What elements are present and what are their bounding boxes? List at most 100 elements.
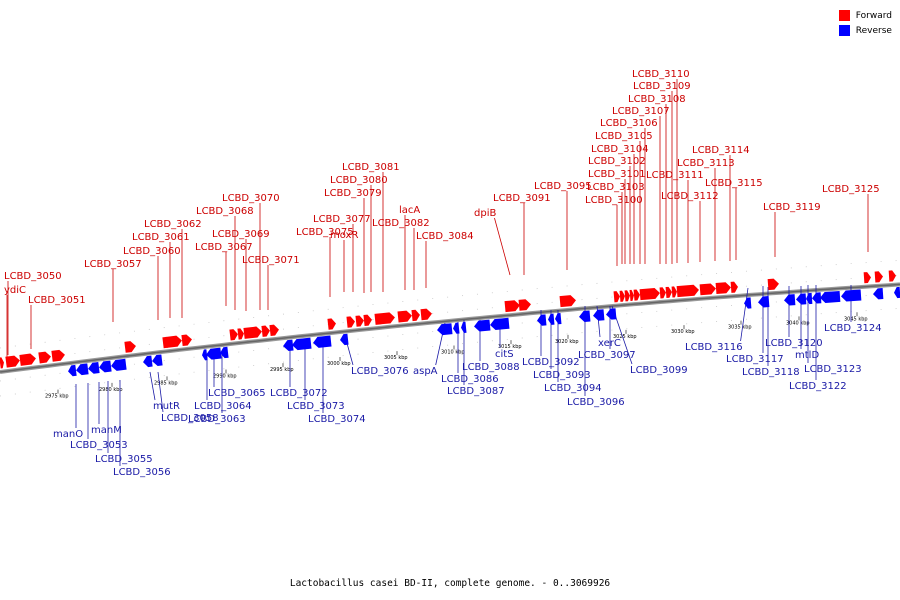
forward-gene[interactable] [665, 286, 673, 299]
forward-gene[interactable] [504, 300, 521, 313]
reverse-gene[interactable] [537, 314, 547, 326]
reverse-gene[interactable] [142, 355, 153, 368]
reverse-gene-label: LCBD_3056 [113, 467, 171, 478]
forward-gene[interactable] [51, 349, 65, 362]
forward-gene-label: LCBD_3100 [585, 195, 643, 206]
forward-gene[interactable] [411, 309, 420, 322]
forward-gene[interactable] [165, 335, 182, 348]
forward-gene[interactable] [613, 291, 621, 303]
forward-gene[interactable] [676, 284, 700, 298]
reverse-gene[interactable] [758, 296, 770, 308]
reverse-gene[interactable] [75, 363, 89, 376]
forward-gene[interactable] [888, 270, 897, 282]
forward-gene[interactable] [699, 283, 717, 296]
reverse-gene-label: LCBD_3063 [188, 414, 246, 425]
reverse-gene[interactable] [474, 319, 491, 332]
forward-gene[interactable] [327, 318, 336, 330]
reverse-gene[interactable] [205, 347, 222, 361]
reverse-gene[interactable] [593, 309, 605, 321]
reverse-gene[interactable] [452, 322, 460, 335]
forward-gene[interactable] [629, 289, 635, 302]
reverse-gene[interactable] [282, 339, 294, 352]
reverse-gene[interactable] [219, 346, 229, 359]
forward-gene[interactable] [420, 308, 432, 321]
forward-gene[interactable] [346, 316, 355, 328]
forward-gene[interactable] [269, 324, 279, 337]
reverse-gene[interactable] [339, 333, 349, 346]
forward-gene[interactable] [639, 287, 661, 301]
forward-gene[interactable] [237, 328, 244, 340]
forward-gene-label: LCBD_3102 [588, 156, 646, 167]
forward-gene[interactable] [229, 329, 238, 341]
forward-gene-label: LCBD_3080 [330, 175, 388, 186]
forward-gene[interactable] [559, 295, 577, 308]
forward-gene[interactable] [633, 289, 641, 301]
forward-gene[interactable] [243, 326, 262, 339]
forward-gene[interactable] [397, 310, 412, 323]
forward-gene[interactable] [19, 353, 36, 366]
forward-gene-label: LCBD_3110 [632, 69, 690, 80]
forward-gene-label: LCBD_3068 [196, 206, 254, 217]
forward-gene-label: LCBD_3062 [144, 219, 202, 230]
reverse-gene[interactable] [784, 294, 796, 306]
forward-gene[interactable] [874, 271, 884, 283]
reverse-gene[interactable] [291, 337, 312, 351]
label-leader-line [149, 371, 156, 401]
forward-gene[interactable] [363, 314, 372, 326]
forward-gene[interactable] [863, 272, 872, 284]
forward-gene-label: LCBD_3057 [84, 259, 142, 270]
reverse-gene[interactable] [67, 364, 77, 377]
reverse-gene[interactable] [437, 323, 453, 336]
forward-gene[interactable] [0, 357, 5, 369]
reverse-gene[interactable] [555, 313, 562, 325]
forward-gene-label: LCBD_3082 [372, 218, 430, 229]
reverse-gene[interactable] [490, 317, 510, 331]
forward-gene[interactable] [659, 287, 667, 299]
reverse-gene-label: citS [495, 349, 514, 360]
forward-gene-label: LCBD_3106 [600, 118, 658, 129]
reverse-gene[interactable] [606, 308, 617, 320]
forward-gene[interactable] [518, 299, 532, 311]
forward-gene[interactable] [619, 290, 626, 302]
reverse-gene-label: LCBD_3092 [522, 357, 580, 368]
reverse-gene[interactable] [812, 292, 822, 304]
forward-gene[interactable] [715, 282, 732, 295]
forward-gene[interactable] [624, 290, 631, 302]
forward-gene[interactable] [38, 351, 51, 364]
reverse-gene-label: LCBD_3117 [726, 354, 784, 365]
scale-tick-label: 2990 kbp [213, 373, 237, 379]
forward-gene[interactable] [124, 341, 136, 353]
reverse-gene[interactable] [151, 354, 163, 366]
reverse-gene[interactable] [841, 289, 862, 302]
forward-gene[interactable] [355, 315, 364, 327]
reverse-gene[interactable] [201, 349, 208, 361]
forward-gene[interactable] [261, 325, 270, 337]
reverse-gene[interactable] [894, 286, 900, 299]
reverse-gene[interactable] [579, 310, 591, 322]
forward-gene[interactable] [5, 355, 20, 368]
forward-gene[interactable] [181, 334, 192, 347]
reverse-gene-label: LCBD_3074 [308, 414, 366, 425]
reverse-gene-label: manM [91, 425, 122, 436]
forward-gene[interactable] [767, 278, 780, 291]
reverse-gene[interactable] [110, 358, 127, 372]
reverse-gene[interactable] [873, 288, 884, 300]
reverse-gene[interactable] [806, 292, 813, 305]
forward-gene[interactable] [671, 286, 678, 298]
reverse-gene[interactable] [796, 293, 807, 305]
forward-gene-label: LCBD_3060 [123, 246, 181, 257]
reverse-gene[interactable] [98, 360, 112, 373]
reverse-swatch [838, 25, 850, 36]
reverse-gene-label: LCBD_3116 [685, 342, 743, 353]
forward-gene[interactable] [730, 281, 739, 293]
reverse-gene[interactable] [87, 362, 100, 374]
reverse-gene[interactable] [820, 290, 841, 303]
reverse-gene[interactable] [744, 297, 752, 309]
reverse-gene[interactable] [548, 313, 555, 325]
reverse-gene[interactable] [460, 321, 467, 334]
reverse-gene[interactable] [312, 335, 332, 349]
reverse-gene-label: LCBD_3053 [70, 440, 128, 451]
forward-gene[interactable] [374, 312, 395, 325]
